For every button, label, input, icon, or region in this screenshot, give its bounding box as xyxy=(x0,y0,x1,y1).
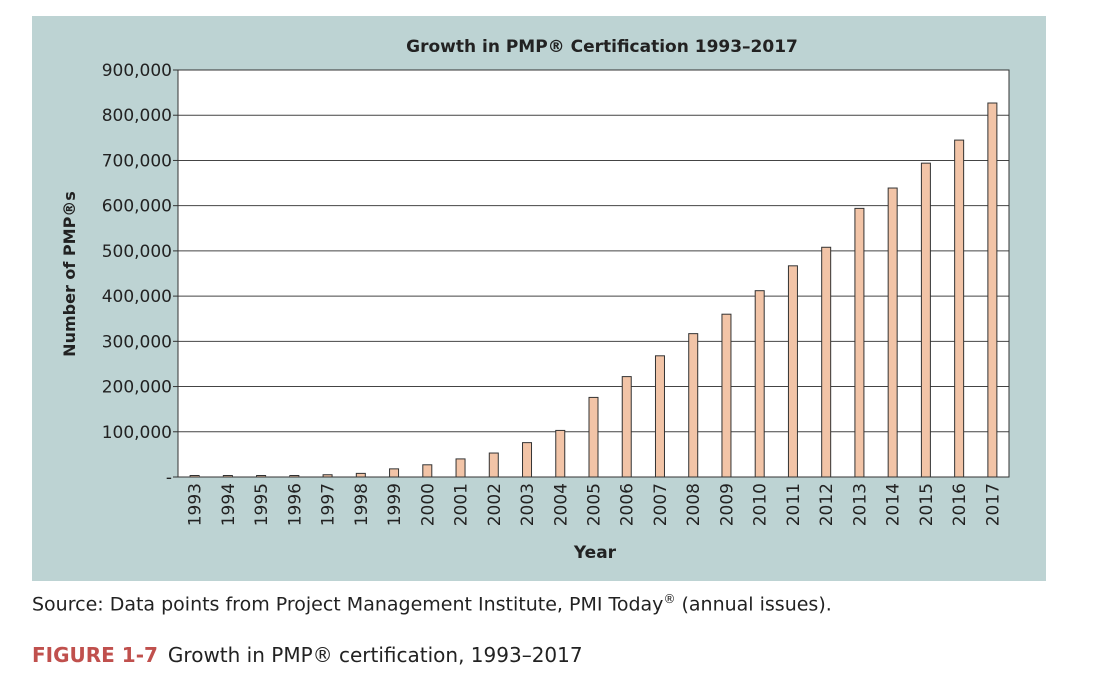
bar xyxy=(954,139,965,478)
y-tick-label: 300,000 xyxy=(102,332,172,352)
bar xyxy=(389,468,400,478)
x-tick-label: 2000 xyxy=(418,483,438,526)
x-tick-label: 2002 xyxy=(485,483,505,526)
x-tick-label: 2010 xyxy=(751,483,771,526)
x-tick-label: 2013 xyxy=(850,483,870,526)
x-tick-label: 2005 xyxy=(585,483,605,526)
x-tick-label: 2001 xyxy=(452,483,472,526)
x-tick-label: 1997 xyxy=(319,483,339,526)
bar xyxy=(654,355,665,478)
x-tick-label: 2004 xyxy=(551,483,571,526)
bar xyxy=(787,265,798,478)
figure-caption-text: Growth in PMP® certification, 1993–2017 xyxy=(167,643,583,667)
bar xyxy=(621,376,632,478)
y-tick-label: 600,000 xyxy=(102,197,172,217)
bar xyxy=(455,458,466,478)
x-tick-label: 2016 xyxy=(950,483,970,526)
bar xyxy=(355,472,366,478)
figure-label: FIGURE 1-7 xyxy=(32,643,158,667)
source-note: Source: Data points from Project Managem… xyxy=(32,592,832,615)
bar xyxy=(522,442,533,478)
registered-mark: ® xyxy=(663,592,676,606)
y-tick-label: 700,000 xyxy=(102,151,172,171)
x-tick-label: 2009 xyxy=(717,483,737,526)
plot-border xyxy=(177,69,1010,478)
x-tick-label: 2007 xyxy=(651,483,671,526)
x-tick-label: 2014 xyxy=(884,483,904,526)
bar xyxy=(488,452,499,478)
source-text: Source: Data points from Project Managem… xyxy=(32,593,664,616)
x-tick-label: 1994 xyxy=(219,483,239,526)
figure-caption: FIGURE 1-7 Growth in PMP® certification, … xyxy=(32,643,583,667)
plot-area: - 100,000 200,000 300,000 400,000 500,000 600,… xyxy=(102,61,1010,526)
bar xyxy=(920,162,931,478)
x-axis-label: Year xyxy=(573,543,617,563)
chart-title: Growth in PMP® Certification 1993–2017 xyxy=(406,37,798,57)
x-tick-label: 2008 xyxy=(684,483,704,526)
bar xyxy=(721,313,732,478)
x-tick-label: 2015 xyxy=(917,483,937,526)
x-tick-label: 2011 xyxy=(784,483,804,526)
x-tick-label: 1998 xyxy=(352,483,372,526)
x-tick-label: 1995 xyxy=(252,483,272,526)
y-tick-label: 500,000 xyxy=(102,242,172,262)
x-tick-label: 2012 xyxy=(817,483,837,526)
x-tick-label: 2017 xyxy=(983,483,1003,526)
x-tick-label: 1993 xyxy=(186,483,206,526)
bar xyxy=(987,102,998,478)
bar xyxy=(887,187,898,478)
y-axis-label: Number of PMP®s xyxy=(60,191,79,357)
y-tick-label: - xyxy=(166,468,172,488)
x-tick-label: 1999 xyxy=(385,483,405,526)
bar xyxy=(821,246,832,478)
x-tick-label: 2006 xyxy=(618,483,638,526)
bar-chart: Growth in PMP® Certification 1993–2017 N… xyxy=(32,16,1046,581)
y-tick-label: 100,000 xyxy=(102,423,172,443)
source-suffix: (annual issues). xyxy=(675,593,832,616)
x-tick-label: 2003 xyxy=(518,483,538,526)
bar xyxy=(688,333,699,478)
y-tick-label: 400,000 xyxy=(102,287,172,307)
chart-panel: Growth in PMP® Certification 1993–2017 N… xyxy=(32,16,1046,581)
y-tick-label: 200,000 xyxy=(102,378,172,398)
x-tick-label: 1996 xyxy=(285,483,305,526)
y-tick-label: 900,000 xyxy=(102,61,172,81)
y-tick-label: 800,000 xyxy=(102,106,172,126)
bar xyxy=(754,290,765,478)
bar xyxy=(588,396,599,478)
bar xyxy=(854,207,865,478)
bar xyxy=(555,429,566,478)
bar xyxy=(422,464,433,478)
